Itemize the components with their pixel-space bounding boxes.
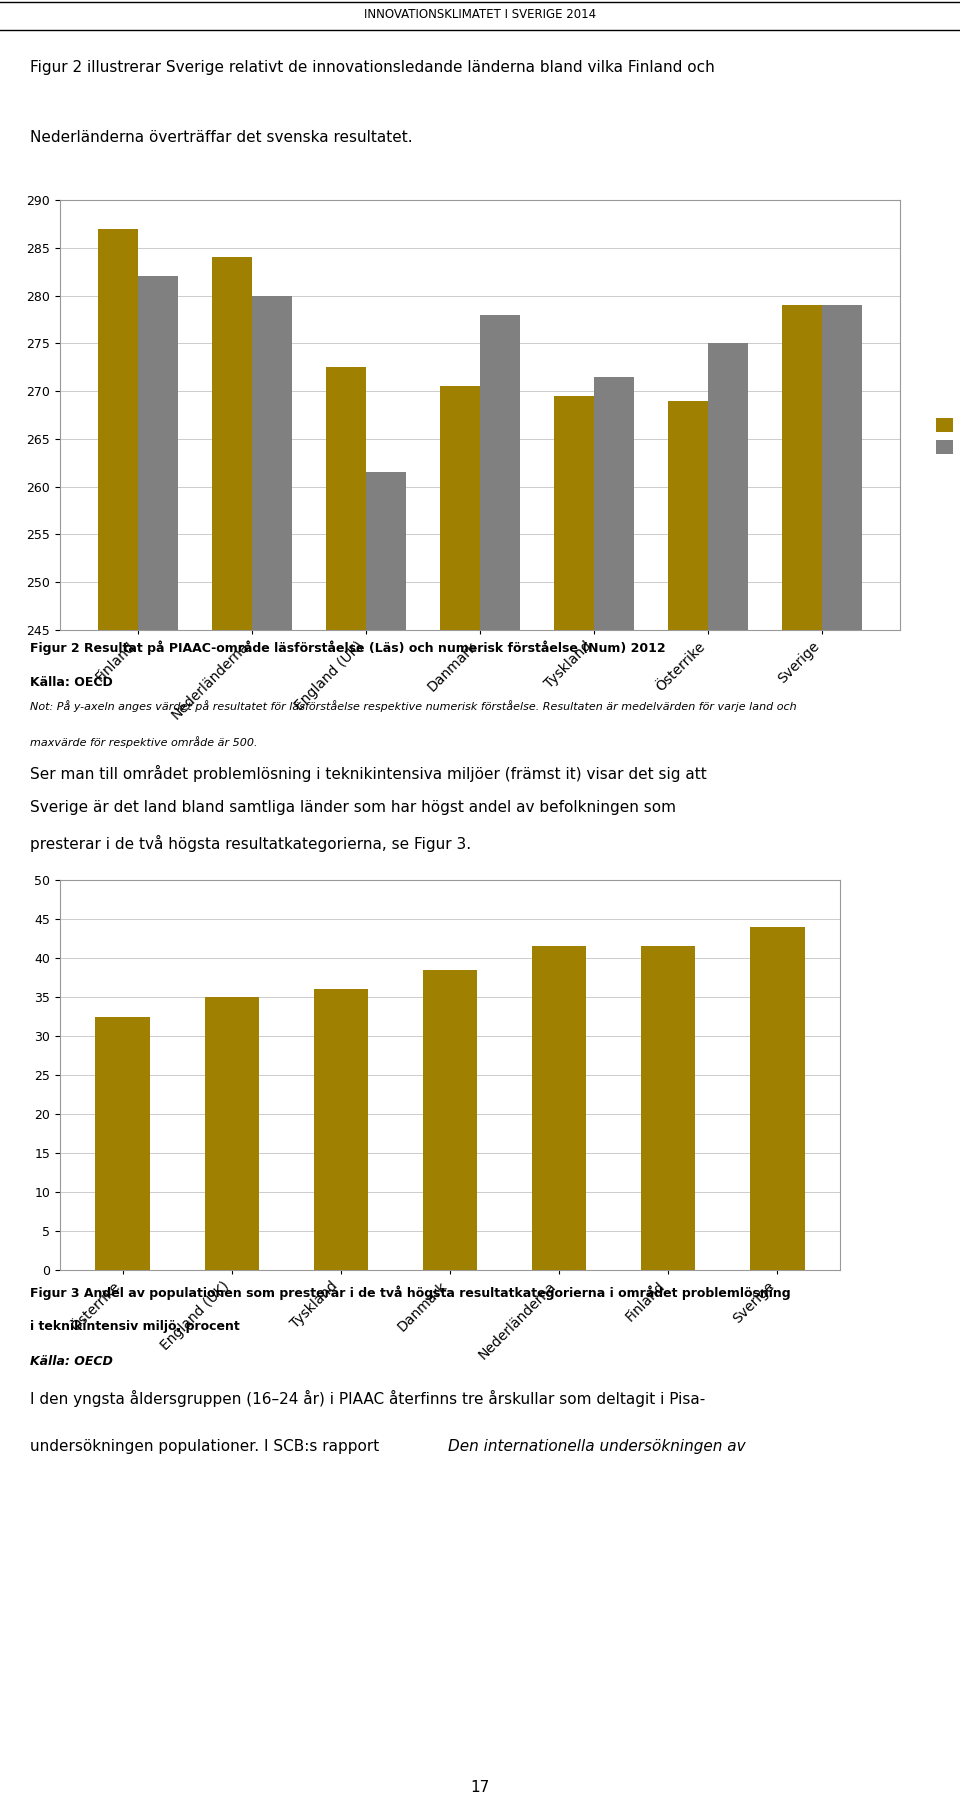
Bar (422, 969, 477, 1270)
Bar (366, 473, 406, 1811)
Legend: Läs, Num: Läs, Num (931, 413, 960, 460)
Text: Figur 2 illustrerar Sverige relativt de innovationsledande länderna bland vilka : Figur 2 illustrerar Sverige relativt de … (30, 60, 715, 74)
Text: Ser man till området problemlösning i teknikintensiva miljöer (främst it) visar : Ser man till området problemlösning i te… (30, 764, 707, 782)
Bar (252, 295, 292, 1811)
Bar (138, 277, 178, 1811)
Text: 17: 17 (470, 1780, 490, 1795)
Bar (782, 304, 822, 1811)
Bar (98, 228, 138, 1811)
Bar (440, 386, 480, 1811)
Text: Källa: OECD: Källa: OECD (30, 676, 112, 688)
Bar (641, 947, 695, 1270)
Bar (212, 257, 252, 1811)
Bar (204, 998, 259, 1270)
Bar (314, 989, 369, 1270)
Text: undersökningen populationer. I SCB:s rapport: undersökningen populationer. I SCB:s rap… (30, 1440, 384, 1454)
Bar (822, 304, 862, 1811)
Bar (95, 1016, 150, 1270)
Text: Nederländerna överträffar det svenska resultatet.: Nederländerna överträffar det svenska re… (30, 130, 413, 145)
Text: maxvärde för respektive område är 500.: maxvärde för respektive område är 500. (30, 735, 257, 748)
Bar (708, 344, 748, 1811)
Text: Figur 2 Resultat på PIAAC-område läsförståelse (Läs) och numerisk förståelse (Nu: Figur 2 Resultat på PIAAC-område läsförs… (30, 639, 665, 654)
Text: presterar i de två högsta resultatkategorierna, se Figur 3.: presterar i de två högsta resultatkatego… (30, 835, 471, 851)
Text: Figur 3 Andel av populationen som presterar i de två högsta resultatkategorierna: Figur 3 Andel av populationen som preste… (30, 1286, 791, 1300)
Text: INNOVATIONSKLIMATET I SVERIGE 2014: INNOVATIONSKLIMATET I SVERIGE 2014 (364, 7, 596, 22)
Text: Not: På y-axeln anges värdet på resultatet för läsförståelse respektive numerisk: Not: På y-axeln anges värdet på resultat… (30, 701, 797, 712)
Text: Sverige är det land bland samtliga länder som har högst andel av befolkningen so: Sverige är det land bland samtliga lände… (30, 800, 676, 815)
Bar (594, 377, 634, 1811)
Bar (554, 397, 594, 1811)
Bar (668, 400, 708, 1811)
Bar (532, 947, 587, 1270)
Text: i teknikintensiv miljö, procent: i teknikintensiv miljö, procent (30, 1320, 240, 1333)
Bar (326, 368, 366, 1811)
Text: Den internationella undersökningen av: Den internationella undersökningen av (448, 1440, 746, 1454)
Bar (480, 315, 520, 1811)
Text: Källa: OECD: Källa: OECD (30, 1355, 113, 1367)
Bar (750, 927, 804, 1270)
Text: I den yngsta åldersgruppen (16–24 år) i PIAAC återfinns tre årskullar som deltag: I den yngsta åldersgruppen (16–24 år) i … (30, 1391, 706, 1407)
